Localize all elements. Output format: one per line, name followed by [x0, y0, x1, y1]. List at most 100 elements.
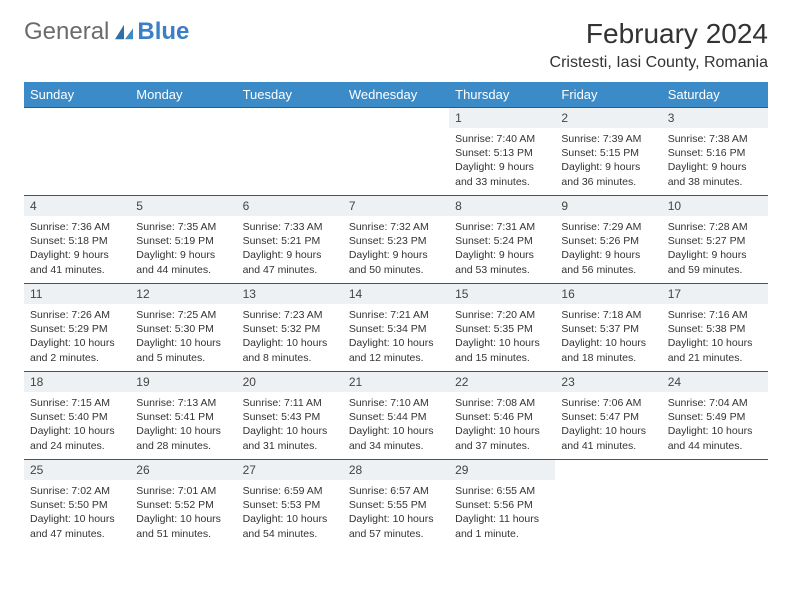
day-number: 5: [130, 196, 236, 216]
calendar-week-row: 11Sunrise: 7:26 AMSunset: 5:29 PMDayligh…: [24, 284, 768, 372]
day-number: 7: [343, 196, 449, 216]
day-number: 26: [130, 460, 236, 480]
calendar-day-cell: 20Sunrise: 7:11 AMSunset: 5:43 PMDayligh…: [237, 372, 343, 460]
calendar-day-cell: 7Sunrise: 7:32 AMSunset: 5:23 PMDaylight…: [343, 196, 449, 284]
day-number: 27: [237, 460, 343, 480]
day-data: Sunrise: 7:08 AMSunset: 5:46 PMDaylight:…: [449, 392, 555, 457]
day-data: Sunrise: 7:13 AMSunset: 5:41 PMDaylight:…: [130, 392, 236, 457]
day-data: Sunrise: 7:06 AMSunset: 5:47 PMDaylight:…: [555, 392, 661, 457]
day-data: Sunrise: 7:18 AMSunset: 5:37 PMDaylight:…: [555, 304, 661, 369]
calendar-day-cell: 5Sunrise: 7:35 AMSunset: 5:19 PMDaylight…: [130, 196, 236, 284]
day-number: 20: [237, 372, 343, 392]
logo-text-general: General: [24, 18, 109, 46]
calendar-day-cell: 6Sunrise: 7:33 AMSunset: 5:21 PMDaylight…: [237, 196, 343, 284]
weekday-header: Wednesday: [343, 82, 449, 108]
day-number: 11: [24, 284, 130, 304]
day-number: 15: [449, 284, 555, 304]
day-data: Sunrise: 7:25 AMSunset: 5:30 PMDaylight:…: [130, 304, 236, 369]
day-data: Sunrise: 7:16 AMSunset: 5:38 PMDaylight:…: [662, 304, 768, 369]
calendar-day-cell: 13Sunrise: 7:23 AMSunset: 5:32 PMDayligh…: [237, 284, 343, 372]
day-number: 10: [662, 196, 768, 216]
calendar-day-cell: 16Sunrise: 7:18 AMSunset: 5:37 PMDayligh…: [555, 284, 661, 372]
day-data: Sunrise: 6:55 AMSunset: 5:56 PMDaylight:…: [449, 480, 555, 545]
calendar-day-cell: 29Sunrise: 6:55 AMSunset: 5:56 PMDayligh…: [449, 460, 555, 548]
day-data: Sunrise: 7:02 AMSunset: 5:50 PMDaylight:…: [24, 480, 130, 545]
location: Cristesti, Iasi County, Romania: [550, 54, 768, 72]
day-number: 17: [662, 284, 768, 304]
header: General Blue February 2024 Cristesti, Ia…: [24, 18, 768, 72]
calendar-day-cell: 15Sunrise: 7:20 AMSunset: 5:35 PMDayligh…: [449, 284, 555, 372]
day-number: 29: [449, 460, 555, 480]
calendar-day-cell: 2Sunrise: 7:39 AMSunset: 5:15 PMDaylight…: [555, 108, 661, 196]
day-number: 28: [343, 460, 449, 480]
day-data: Sunrise: 7:29 AMSunset: 5:26 PMDaylight:…: [555, 216, 661, 281]
calendar-day-cell: [130, 108, 236, 196]
day-data: Sunrise: 7:26 AMSunset: 5:29 PMDaylight:…: [24, 304, 130, 369]
weekday-header-row: Sunday Monday Tuesday Wednesday Thursday…: [24, 82, 768, 108]
day-number: 4: [24, 196, 130, 216]
day-data: Sunrise: 6:59 AMSunset: 5:53 PMDaylight:…: [237, 480, 343, 545]
day-number: 3: [662, 108, 768, 128]
calendar-day-cell: 18Sunrise: 7:15 AMSunset: 5:40 PMDayligh…: [24, 372, 130, 460]
calendar-week-row: 25Sunrise: 7:02 AMSunset: 5:50 PMDayligh…: [24, 460, 768, 548]
calendar-day-cell: 3Sunrise: 7:38 AMSunset: 5:16 PMDaylight…: [662, 108, 768, 196]
day-number: 12: [130, 284, 236, 304]
calendar-day-cell: 4Sunrise: 7:36 AMSunset: 5:18 PMDaylight…: [24, 196, 130, 284]
weekday-header: Sunday: [24, 82, 130, 108]
day-number: 1: [449, 108, 555, 128]
logo-sail-icon: [113, 23, 135, 41]
day-data: Sunrise: 7:21 AMSunset: 5:34 PMDaylight:…: [343, 304, 449, 369]
day-number: 25: [24, 460, 130, 480]
calendar-day-cell: 19Sunrise: 7:13 AMSunset: 5:41 PMDayligh…: [130, 372, 236, 460]
day-data: Sunrise: 7:04 AMSunset: 5:49 PMDaylight:…: [662, 392, 768, 457]
day-data: Sunrise: 7:20 AMSunset: 5:35 PMDaylight:…: [449, 304, 555, 369]
day-number: 18: [24, 372, 130, 392]
weekday-header: Monday: [130, 82, 236, 108]
day-data: Sunrise: 7:15 AMSunset: 5:40 PMDaylight:…: [24, 392, 130, 457]
calendar-day-cell: [662, 460, 768, 548]
weekday-header: Friday: [555, 82, 661, 108]
calendar-week-row: 1Sunrise: 7:40 AMSunset: 5:13 PMDaylight…: [24, 108, 768, 196]
calendar-day-cell: 21Sunrise: 7:10 AMSunset: 5:44 PMDayligh…: [343, 372, 449, 460]
day-number: 22: [449, 372, 555, 392]
day-number: 14: [343, 284, 449, 304]
calendar-day-cell: [555, 460, 661, 548]
calendar-day-cell: 25Sunrise: 7:02 AMSunset: 5:50 PMDayligh…: [24, 460, 130, 548]
day-data: Sunrise: 7:01 AMSunset: 5:52 PMDaylight:…: [130, 480, 236, 545]
calendar-day-cell: 27Sunrise: 6:59 AMSunset: 5:53 PMDayligh…: [237, 460, 343, 548]
day-number: 2: [555, 108, 661, 128]
day-number: 21: [343, 372, 449, 392]
day-data: Sunrise: 7:40 AMSunset: 5:13 PMDaylight:…: [449, 128, 555, 193]
calendar-week-row: 4Sunrise: 7:36 AMSunset: 5:18 PMDaylight…: [24, 196, 768, 284]
day-data: Sunrise: 7:31 AMSunset: 5:24 PMDaylight:…: [449, 216, 555, 281]
day-data: Sunrise: 7:33 AMSunset: 5:21 PMDaylight:…: [237, 216, 343, 281]
month-title: February 2024: [550, 18, 768, 50]
day-number: 19: [130, 372, 236, 392]
calendar-day-cell: 22Sunrise: 7:08 AMSunset: 5:46 PMDayligh…: [449, 372, 555, 460]
title-block: February 2024 Cristesti, Iasi County, Ro…: [550, 18, 768, 72]
calendar-day-cell: 24Sunrise: 7:04 AMSunset: 5:49 PMDayligh…: [662, 372, 768, 460]
logo-text-blue: Blue: [137, 18, 189, 46]
calendar-day-cell: 23Sunrise: 7:06 AMSunset: 5:47 PMDayligh…: [555, 372, 661, 460]
calendar-day-cell: 1Sunrise: 7:40 AMSunset: 5:13 PMDaylight…: [449, 108, 555, 196]
calendar-day-cell: [237, 108, 343, 196]
day-number: 23: [555, 372, 661, 392]
calendar-day-cell: 10Sunrise: 7:28 AMSunset: 5:27 PMDayligh…: [662, 196, 768, 284]
calendar-day-cell: [24, 108, 130, 196]
day-data: Sunrise: 7:23 AMSunset: 5:32 PMDaylight:…: [237, 304, 343, 369]
calendar-day-cell: [343, 108, 449, 196]
calendar-day-cell: 14Sunrise: 7:21 AMSunset: 5:34 PMDayligh…: [343, 284, 449, 372]
calendar-day-cell: 8Sunrise: 7:31 AMSunset: 5:24 PMDaylight…: [449, 196, 555, 284]
calendar-day-cell: 9Sunrise: 7:29 AMSunset: 5:26 PMDaylight…: [555, 196, 661, 284]
day-number: 24: [662, 372, 768, 392]
day-data: Sunrise: 7:11 AMSunset: 5:43 PMDaylight:…: [237, 392, 343, 457]
calendar-table: Sunday Monday Tuesday Wednesday Thursday…: [24, 82, 768, 548]
day-number: 16: [555, 284, 661, 304]
calendar-day-cell: 11Sunrise: 7:26 AMSunset: 5:29 PMDayligh…: [24, 284, 130, 372]
day-data: Sunrise: 7:38 AMSunset: 5:16 PMDaylight:…: [662, 128, 768, 193]
day-data: Sunrise: 7:39 AMSunset: 5:15 PMDaylight:…: [555, 128, 661, 193]
day-data: Sunrise: 7:35 AMSunset: 5:19 PMDaylight:…: [130, 216, 236, 281]
day-data: Sunrise: 7:32 AMSunset: 5:23 PMDaylight:…: [343, 216, 449, 281]
day-number: 9: [555, 196, 661, 216]
calendar-day-cell: 26Sunrise: 7:01 AMSunset: 5:52 PMDayligh…: [130, 460, 236, 548]
